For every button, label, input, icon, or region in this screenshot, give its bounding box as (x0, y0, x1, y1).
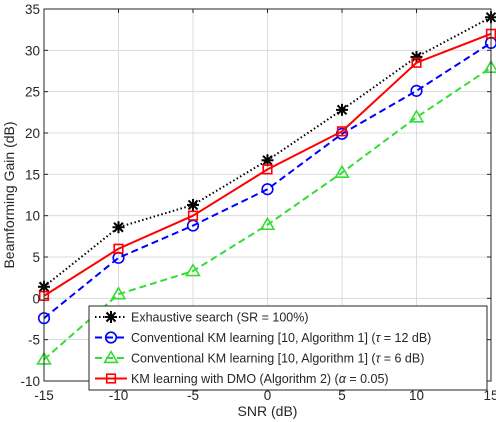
data-point-conv12 (261, 183, 274, 196)
x-tick-label: 0 (264, 388, 272, 403)
legend-label-dmo: KM learning with DMO (Algorithm 2) (α = … (131, 372, 389, 386)
legend: Exhaustive search (SR = 100%) Conventiona… (88, 305, 488, 391)
x-tick-label: 5 (338, 388, 346, 403)
y-tick-label: -5 (28, 333, 40, 348)
data-point-conv6 (334, 164, 350, 178)
legend-label-exhaustive: Exhaustive search (SR = 100%) (131, 311, 309, 325)
data-point-dmo (187, 210, 199, 221)
x-tick-label: -15 (34, 388, 54, 403)
data-point-dmo (262, 164, 273, 175)
y-tick-label: 10 (25, 209, 40, 224)
legend-marker-exhaustive (105, 311, 117, 323)
series-line-dmo (43, 32, 492, 297)
data-point-exhaustive (187, 198, 199, 211)
x-tick-label: 10 (409, 388, 424, 403)
x-tick-label: -5 (187, 388, 199, 403)
y-tick-label: 20 (25, 126, 40, 141)
y-axis-label: Beamforming Gain (dB) (1, 121, 17, 268)
y-tick-label: 5 (32, 250, 40, 265)
data-point-exhaustive (112, 221, 125, 234)
legend-marker-dmo (105, 373, 117, 384)
legend-marker-conv6 (103, 350, 119, 364)
data-point-conv12 (410, 84, 423, 97)
data-point-exhaustive (336, 103, 348, 116)
legend-label-conv12: Conventional KM learning [10, Algorithm … (131, 331, 431, 345)
data-point-dmo (411, 57, 422, 68)
series-dmo (38, 28, 496, 301)
y-tick-label: -10 (20, 374, 40, 389)
data-point-dmo (113, 243, 124, 254)
data-point-conv6 (185, 263, 201, 277)
data-point-exhaustive (410, 50, 423, 63)
legend-box (88, 305, 488, 391)
x-axis-label: SNR (dB) (238, 403, 298, 419)
legend-label-conv6: Conventional KM learning [10, Algorithm … (131, 352, 424, 366)
data-point-exhaustive (261, 154, 274, 167)
y-tick-label: 25 (25, 85, 40, 100)
legend-marker-conv12 (104, 331, 118, 344)
y-tick-label: 15 (25, 167, 40, 182)
y-tick-label: 35 (25, 2, 40, 17)
y-tick-label: 0 (32, 291, 40, 306)
data-point-conv6 (408, 109, 425, 123)
y-tick-label: 30 (25, 43, 40, 58)
x-tick-label: -10 (109, 388, 129, 403)
data-point-conv6 (259, 216, 276, 231)
x-tick-label: 15 (483, 388, 496, 403)
data-point-dmo (336, 126, 348, 137)
series-line-conv12 (43, 42, 492, 319)
data-point-conv6 (110, 286, 127, 300)
series-line-conv6 (43, 66, 492, 361)
